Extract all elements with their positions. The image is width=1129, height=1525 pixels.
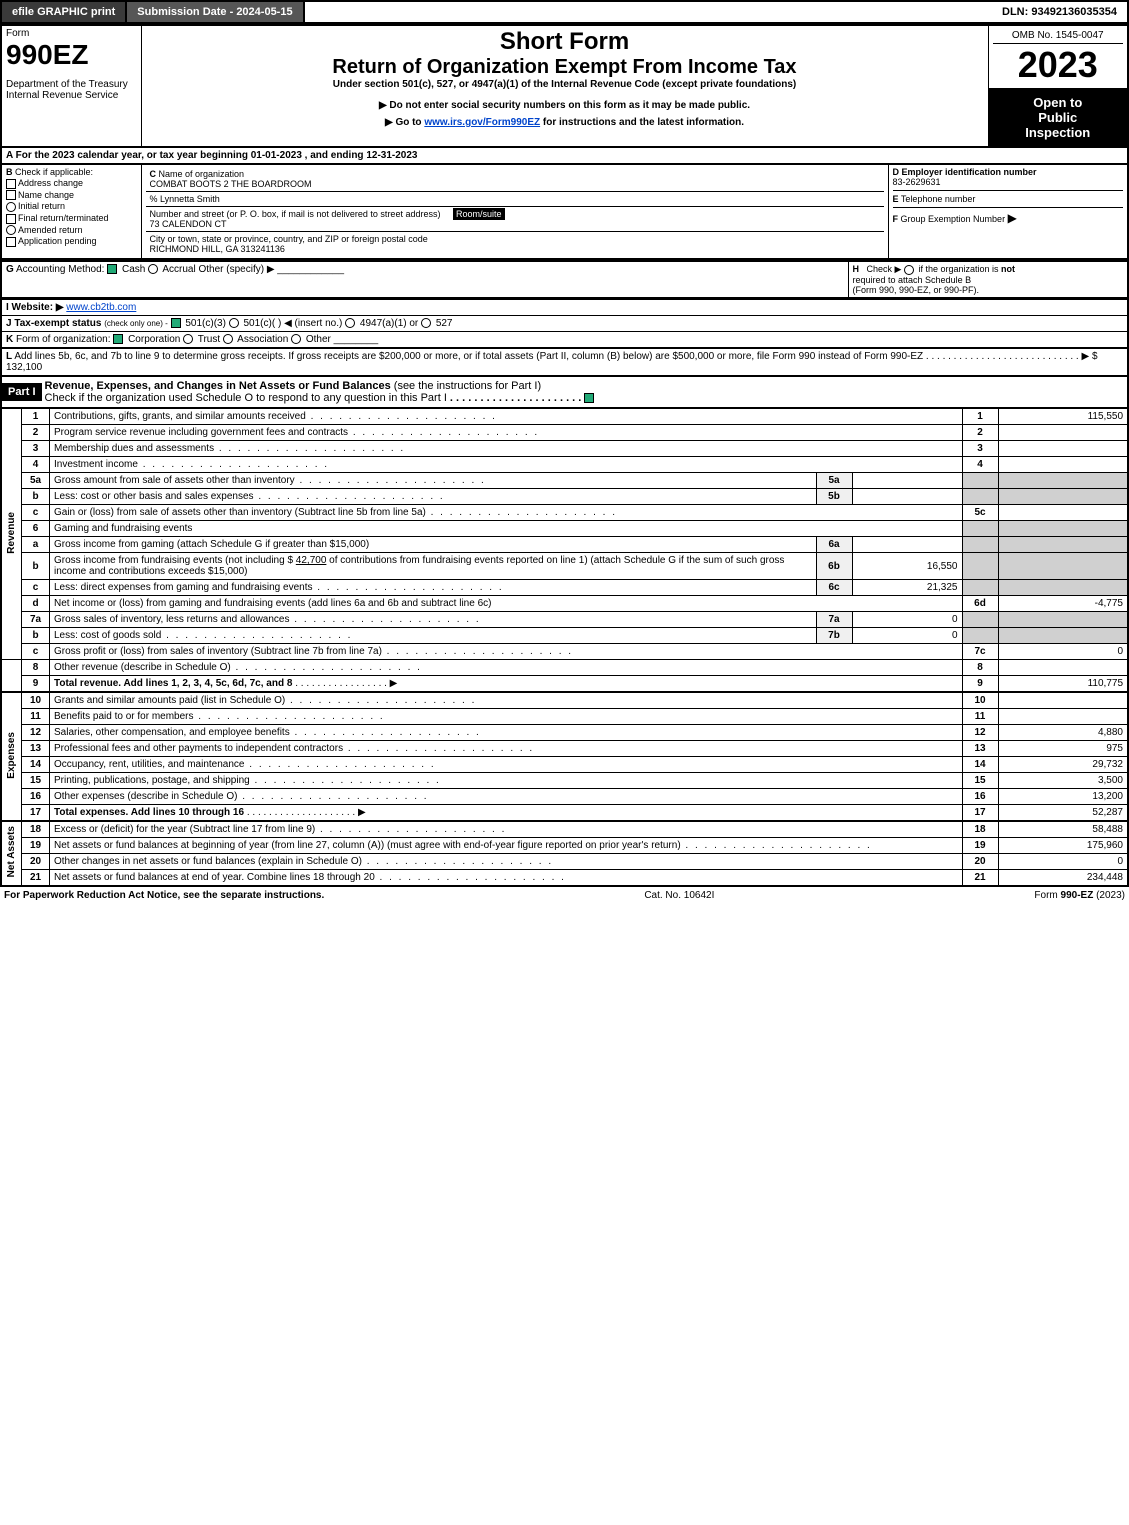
chk-name-change[interactable]: Name change — [6, 190, 137, 201]
accounting-table: G Accounting Method: Cash Accrual Other … — [0, 260, 1129, 299]
part1-header: Part I — [2, 383, 42, 401]
line1-value: 115,550 — [998, 409, 1128, 425]
revenue-lines-table: Revenue 1Contributions, gifts, grants, a… — [0, 408, 1129, 886]
expenses-side-label: Expenses — [6, 732, 17, 779]
return-title: Return of Organization Exempt From Incom… — [146, 56, 984, 79]
chk-initial-return[interactable]: Initial return — [6, 201, 137, 212]
chk-corporation[interactable] — [113, 334, 123, 344]
org-info-table: B Check if applicable: Address change Na… — [0, 163, 1129, 260]
chk-amended-return[interactable]: Amended return — [6, 225, 137, 236]
submission-date: Submission Date - 2024-05-15 — [127, 2, 304, 22]
line18-value: 58,488 — [998, 821, 1128, 838]
page-footer: For Paperwork Reduction Act Notice, see … — [0, 886, 1129, 904]
efile-print-button[interactable]: efile GRAPHIC print — [2, 2, 127, 22]
line20-value: 0 — [998, 854, 1128, 870]
instruction-goto: ▶ Go to www.irs.gov/Form990EZ for instru… — [146, 117, 984, 128]
line14-value: 29,732 — [998, 757, 1128, 773]
footer-left: For Paperwork Reduction Act Notice, see … — [4, 890, 324, 901]
netassets-side-label: Net Assets — [6, 826, 17, 877]
tax-year: 2023 — [993, 44, 1124, 86]
instruction-ssn: ▶ Do not enter social security numbers o… — [146, 100, 984, 111]
chk-schedule-o[interactable] — [584, 393, 594, 403]
care-of: % Lynnetta Smith — [146, 192, 884, 207]
street-address: 73 CALENDON CT — [150, 219, 227, 229]
footer-cat: Cat. No. 10642I — [644, 890, 714, 901]
subtitle: Under section 501(c), 527, or 4947(a)(1)… — [146, 79, 984, 90]
top-bar: efile GRAPHIC print Submission Date - 20… — [0, 0, 1129, 24]
line15-value: 3,500 — [998, 773, 1128, 789]
chk-527[interactable] — [421, 318, 431, 328]
chk-501c[interactable] — [229, 318, 239, 328]
revenue-side-label: Revenue — [6, 512, 17, 554]
org-name: COMBAT BOOTS 2 THE BOARDROOM — [150, 179, 312, 189]
dln-label: DLN: 93492136035354 — [992, 2, 1127, 22]
line9-value: 110,775 — [998, 676, 1128, 693]
chk-final-return[interactable]: Final return/terminated — [6, 213, 137, 224]
dept-treasury: Department of the Treasury — [6, 79, 137, 90]
omb-number: OMB No. 1545-0047 — [993, 28, 1124, 44]
open-to-public: Open to Public Inspection — [989, 89, 1128, 146]
chk-other[interactable] — [291, 334, 301, 344]
chk-schedule-b[interactable] — [904, 265, 914, 275]
line21-value: 234,448 — [998, 870, 1128, 886]
line16-value: 13,200 — [998, 789, 1128, 805]
city-state-zip: RICHMOND HILL, GA 313241136 — [150, 244, 285, 254]
line19-value: 175,960 — [998, 838, 1128, 854]
arrow-icon: ▶ — [1008, 211, 1017, 225]
section-a: A For the 2023 calendar year, or tax yea… — [0, 148, 1129, 163]
chk-cash[interactable] — [107, 264, 117, 274]
chk-application-pending[interactable]: Application pending — [6, 236, 137, 247]
ein: 83-2629631 — [893, 177, 941, 187]
footer-form: Form 990-EZ (2023) — [1034, 890, 1125, 901]
line6d-value: -4,775 — [998, 596, 1128, 612]
short-form-title: Short Form — [146, 28, 984, 56]
chk-501c3[interactable] — [171, 318, 181, 328]
dept-irs: Internal Revenue Service — [6, 90, 137, 101]
irs-link[interactable]: www.irs.gov/Form990EZ — [424, 117, 540, 128]
chk-4947[interactable] — [345, 318, 355, 328]
line13-value: 975 — [998, 741, 1128, 757]
line12-value: 4,880 — [998, 725, 1128, 741]
form-header-table: Form 990EZ Department of the Treasury In… — [0, 24, 1129, 148]
form-number: 990EZ — [6, 39, 137, 71]
line17-value: 52,287 — [998, 805, 1128, 822]
chk-association[interactable] — [223, 334, 233, 344]
line6c-value: 21,325 — [852, 580, 962, 596]
form-label: Form — [6, 28, 137, 39]
chk-accrual[interactable] — [148, 264, 158, 274]
website-link[interactable]: www.cb2tb.com — [66, 302, 136, 313]
line6b-value: 16,550 — [852, 553, 962, 580]
chk-trust[interactable] — [183, 334, 193, 344]
chk-address-change[interactable]: Address change — [6, 178, 137, 189]
